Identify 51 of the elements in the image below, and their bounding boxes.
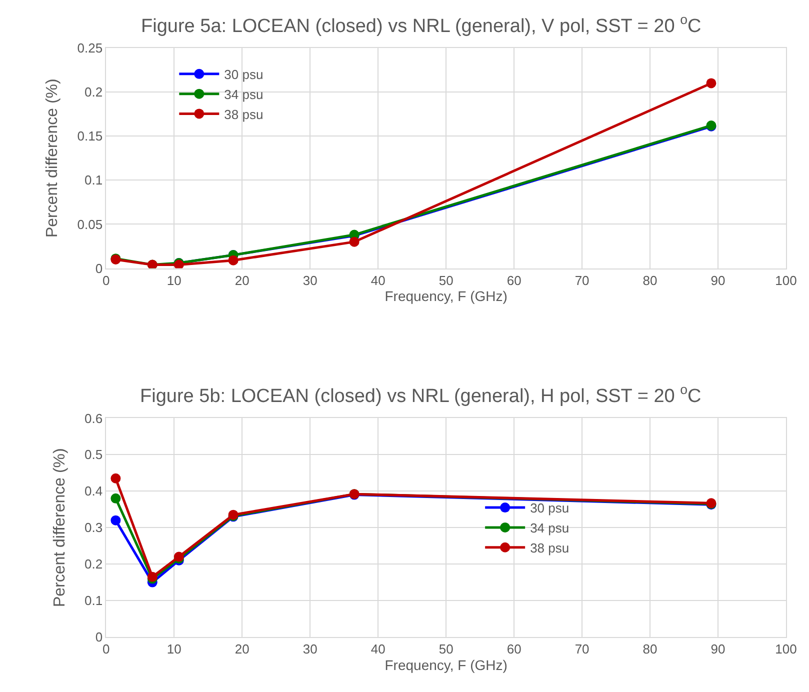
- x-tick-label: 60: [506, 272, 522, 288]
- legend-label: 30 psu: [530, 500, 570, 516]
- y-tick-label: 0.1: [84, 593, 103, 608]
- y-tick-label: 0.2: [84, 556, 103, 572]
- x-tick-label: 60: [506, 642, 522, 657]
- point: [110, 515, 121, 526]
- x-tick-label: 50: [438, 272, 454, 288]
- chart-title: Figure 5a: LOCEAN (closed) vs NRL (general), V pol, SST = 20 $^{o}$C: [141, 12, 702, 37]
- y-tick-label: 0.25: [77, 40, 103, 56]
- x-tick-label: 100: [775, 642, 797, 657]
- y-tick-label: 0.4: [84, 484, 103, 499]
- y-tick-label: 0.5: [84, 447, 103, 462]
- x-tick-label: 90: [710, 272, 726, 288]
- x-tick-label: 50: [438, 642, 454, 657]
- y-tick-label: 0.3: [84, 520, 103, 536]
- y-tick-label: 0: [95, 260, 103, 276]
- point: [706, 78, 716, 88]
- point: [228, 255, 238, 266]
- y-tick-label: 0.05: [77, 216, 103, 232]
- x-tick-label: 10: [166, 272, 182, 288]
- legend-label: 34 psu: [224, 86, 264, 102]
- x-tick-label: 40: [370, 272, 386, 288]
- legend-label: 38 psu: [224, 106, 264, 122]
- legend-label: 38 psu: [530, 540, 570, 556]
- x-tick-label: 100: [775, 272, 797, 288]
- y-axis-title: Percent difference (%): [44, 78, 62, 238]
- x-tick-label: 80: [642, 272, 658, 288]
- y-axis-title: Percent difference (%): [51, 448, 68, 608]
- point: [349, 236, 360, 247]
- x-tick-label: 70: [574, 642, 590, 657]
- chart-title: Figure 5b: LOCEAN (closed) vs NRL (general), H pol, SST = 20 $^{o}$C: [140, 382, 702, 407]
- y-tick-label: 0.6: [84, 410, 103, 426]
- legend-label: 34 psu: [530, 520, 570, 536]
- x-tick-label: 80: [642, 642, 658, 657]
- legend-label: 30 psu: [224, 66, 264, 82]
- x-tick-label: 10: [166, 642, 182, 657]
- x-tick-label: 30: [302, 642, 318, 657]
- y-tick-label: 0: [95, 630, 103, 645]
- y-tick-label: 0.1: [84, 172, 103, 188]
- x-axis-title: Frequency, F (GHz): [384, 288, 508, 304]
- x-tick-label: 30: [302, 272, 318, 288]
- x-tick-label: 90: [710, 642, 726, 657]
- x-tick-label: 40: [370, 642, 386, 657]
- point: [110, 473, 121, 484]
- x-tick-label: 20: [234, 272, 250, 288]
- x-tick-label: 20: [234, 642, 250, 657]
- y-tick-label: 0.2: [84, 84, 103, 100]
- point: [110, 493, 121, 504]
- x-axis-title: Frequency, F (GHz): [384, 656, 508, 673]
- y-tick-label: 0.15: [77, 128, 103, 144]
- x-tick-label: 70: [574, 272, 590, 288]
